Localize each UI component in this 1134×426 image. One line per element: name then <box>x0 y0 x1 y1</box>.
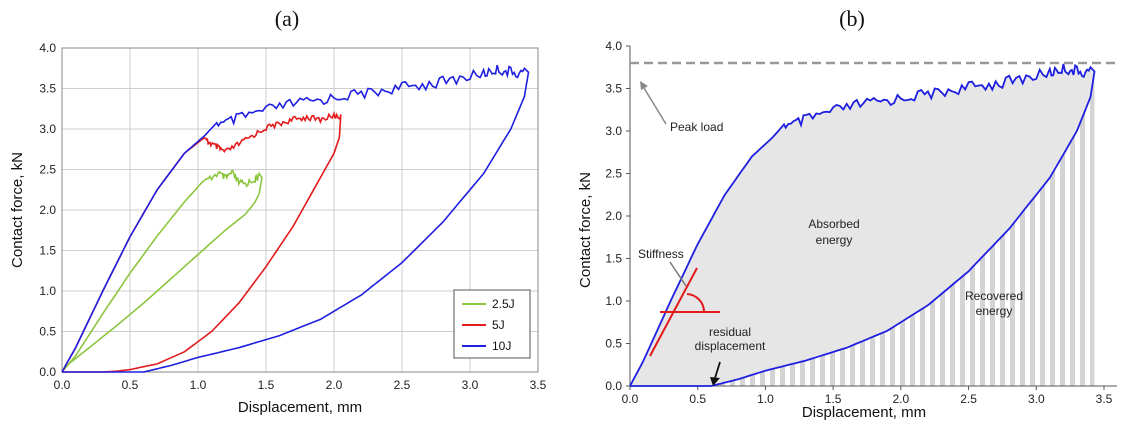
x-tick-label: 2.5 <box>394 378 411 392</box>
recovered-energy-label-1: Recovered <box>965 289 1023 303</box>
x-tick-label: 2.0 <box>893 392 910 406</box>
y-tick-label: 0.0 <box>605 379 622 393</box>
y-tick-label: 3.0 <box>39 122 56 136</box>
chart-a-y-ticks: 0.0 0.5 1.0 1.5 2.0 2.5 3.0 3.5 4.0 <box>39 41 56 379</box>
x-tick-label: 2.5 <box>960 392 977 406</box>
chart-a-legend: 2.5J 5J 10J <box>453 289 531 359</box>
chart-a-plot-frame <box>61 47 539 373</box>
y-tick-label: 0.5 <box>605 337 622 351</box>
x-tick-label: 0.0 <box>54 378 71 392</box>
legend-label: 10J <box>492 339 511 353</box>
stiffness-angle-arc <box>686 293 706 313</box>
stiffness-label: Stiffness <box>638 247 684 261</box>
absorbed-energy-area <box>630 63 1095 387</box>
y-tick-label: 4.0 <box>39 41 56 55</box>
chart-b-x-label: Displacement, mm <box>802 404 926 421</box>
y-tick-label: 1.0 <box>39 284 56 298</box>
chart-b-x-ticks: 0.0 0.5 1.0 1.5 2.0 2.5 3.0 3.5 <box>622 386 1113 406</box>
chart-b-series <box>629 63 1096 387</box>
x-tick-label: 1.0 <box>757 392 774 406</box>
x-tick-label: 1.5 <box>825 392 842 406</box>
legend-label: 2.5J <box>492 297 515 311</box>
x-tick-label: 1.5 <box>258 378 275 392</box>
legend-label: 5J <box>492 318 505 332</box>
x-tick-label: 3.5 <box>530 378 547 392</box>
x-tick-label: 2.0 <box>326 378 343 392</box>
load-displacement-curve <box>629 63 1096 387</box>
residual-pointer <box>714 361 721 379</box>
series-line-5j <box>61 110 342 373</box>
chart-b-y-label: Contact force, kN <box>577 172 594 288</box>
y-tick-label: 2.5 <box>39 163 56 177</box>
y-tick-label: 1.5 <box>39 244 56 258</box>
absorbed-energy-label-1: Absorbed <box>808 217 859 231</box>
y-tick-label: 1.0 <box>605 294 622 308</box>
x-tick-label: 0.5 <box>689 392 706 406</box>
x-tick-label: 1.0 <box>190 378 207 392</box>
y-tick-label: 3.0 <box>605 124 622 138</box>
y-tick-label: 0.0 <box>39 365 56 379</box>
y-tick-label: 3.5 <box>605 82 622 96</box>
chart-a-x-ticks: 0.0 0.5 1.0 1.5 2.0 2.5 3.0 3.5 <box>54 378 547 392</box>
y-tick-label: 2.0 <box>39 203 56 217</box>
chart-a-grid <box>61 47 539 373</box>
residual-displacement-label-1: residual <box>709 325 751 339</box>
stiffness-pointer <box>669 261 687 287</box>
y-tick-label: 2.0 <box>605 209 622 223</box>
y-tick-label: 3.5 <box>39 82 56 96</box>
x-tick-label: 3.0 <box>1028 392 1045 406</box>
series-line-10j <box>61 64 530 373</box>
stiffness-indicator <box>649 267 720 357</box>
peak-load-arrowhead <box>640 81 648 90</box>
chart-a-x-label: Displacement, mm <box>238 399 362 416</box>
recovered-energy-label-2: energy <box>976 304 1013 318</box>
x-tick-label: 0.5 <box>122 378 139 392</box>
y-tick-label: 0.5 <box>39 325 56 339</box>
recovered-energy-area <box>630 71 1095 386</box>
y-tick-label: 2.5 <box>605 167 622 181</box>
y-tick-label: 4.0 <box>605 39 622 53</box>
chart-b-title: (b) <box>839 6 865 31</box>
absorbed-energy-label-2: energy <box>816 233 853 247</box>
chart-b-y-ticks: 0.0 0.5 1.0 1.5 2.0 2.5 3.0 3.5 4.0 <box>605 39 630 393</box>
chart-a-series <box>61 64 530 373</box>
residual-arrowhead <box>710 377 720 386</box>
x-tick-label: 3.5 <box>1096 392 1113 406</box>
chart-a: (a) 0.0 0.5 1.0 1.5 2.0 2.5 3.0 3.5 4.0 0.0 0.5 1.… <box>9 6 547 416</box>
peak-load-pointer <box>643 87 667 125</box>
chart-a-title: (a) <box>275 6 299 31</box>
chart-a-y-label: Contact force, kN <box>9 152 26 268</box>
residual-displacement-label-2: displacement <box>695 339 766 353</box>
chart-b: (b) 0.0 0.5 1.0 1.5 2.0 2.5 3.0 3.5 4.0 0.0 0.5 1.… <box>577 6 1120 421</box>
series-line-2-5j <box>61 169 263 373</box>
y-tick-label: 1.5 <box>605 252 622 266</box>
peak-load-label: Peak load <box>670 120 723 134</box>
x-tick-label: 3.0 <box>462 378 479 392</box>
x-tick-label: 0.0 <box>622 392 639 406</box>
